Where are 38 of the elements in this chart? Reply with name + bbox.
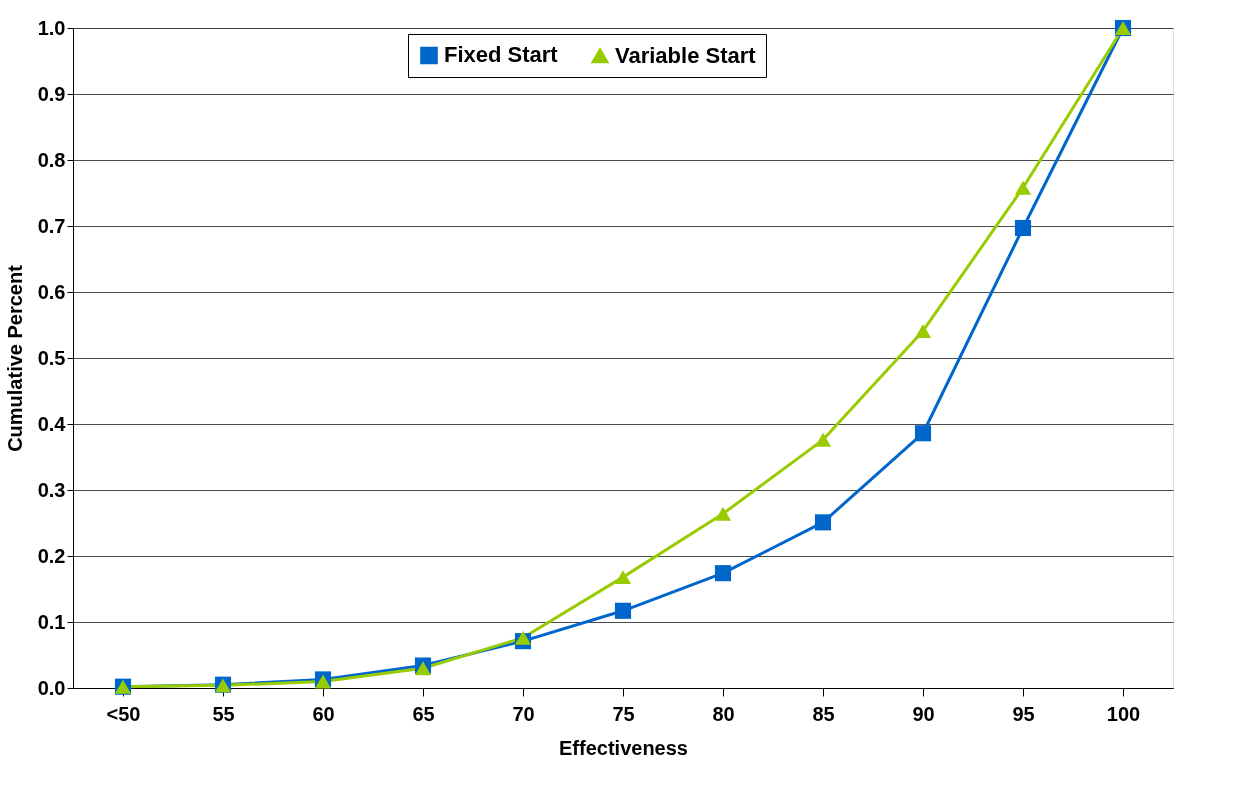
point <box>714 506 732 521</box>
y-tick-label: 0.9 <box>37 82 66 105</box>
x-tick-label: 100 <box>1106 702 1141 725</box>
x-tick-label: 60 <box>312 702 335 725</box>
point <box>614 602 632 619</box>
y-tick-label: 0.0 <box>37 676 66 699</box>
point <box>614 570 632 585</box>
point <box>1014 180 1032 195</box>
x-tick-label: 65 <box>412 702 435 725</box>
point <box>914 425 932 442</box>
point <box>814 432 832 447</box>
legend-label: Fixed Start <box>444 42 559 68</box>
y-tick-label: 0.2 <box>37 544 66 567</box>
x-tick-label: 75 <box>612 702 635 725</box>
x-tick-label: 95 <box>1012 702 1035 725</box>
x-axis-title: Effectiveness <box>559 736 688 759</box>
point <box>1014 219 1032 237</box>
point <box>914 323 932 338</box>
point <box>714 565 732 582</box>
y-tick-label: 1.0 <box>37 16 66 39</box>
y-tick-label: 0.6 <box>37 280 66 303</box>
x-tick-label: 80 <box>712 702 735 725</box>
legend-label: Variable Start <box>615 42 757 68</box>
x-tick-label: 85 <box>812 702 835 725</box>
point <box>814 514 832 531</box>
x-tick-label: 90 <box>912 702 935 725</box>
y-tick-label: 0.5 <box>37 346 66 369</box>
x-tick-label: 70 <box>512 702 535 725</box>
point <box>514 630 532 645</box>
x-tick-label: 55 <box>212 702 235 725</box>
y-tick-label: 0.8 <box>37 148 66 171</box>
y-tick-label: 0.3 <box>37 478 66 501</box>
y-axis-title: Cumulative Percent <box>3 264 26 452</box>
y-tick-label: 0.1 <box>37 610 66 633</box>
y-tick-label: 0.7 <box>37 214 66 237</box>
point <box>414 661 432 676</box>
y-tick-label: 0.4 <box>37 412 67 435</box>
x-tick-label: <50 <box>106 702 141 725</box>
